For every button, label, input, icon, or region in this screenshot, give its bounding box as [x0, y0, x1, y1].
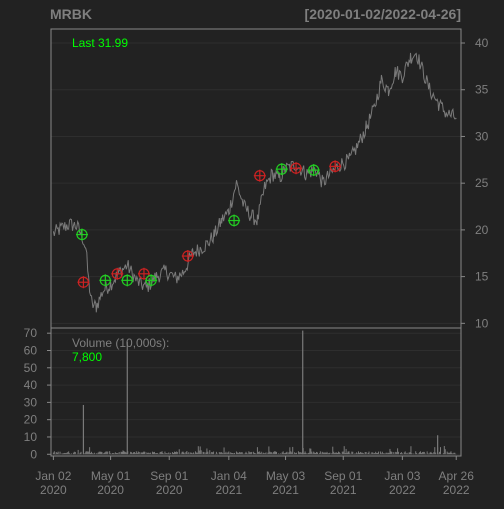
buy-marker — [228, 214, 241, 227]
x-tick-month: May 03 — [266, 469, 306, 483]
buy-marker — [275, 163, 288, 176]
volume-tick-label: 0 — [30, 447, 37, 461]
x-tick-month: Jan 03 — [384, 469, 420, 483]
volume-tick-label: 60 — [24, 343, 38, 357]
price-grid — [51, 42, 461, 324]
price-tick-label: 30 — [475, 129, 489, 143]
buy-marker — [145, 274, 158, 287]
last-value: 31.99 — [98, 36, 128, 50]
symbol-title: MRBK — [50, 6, 92, 22]
sell-marker — [181, 250, 194, 263]
sell-marker — [111, 267, 124, 280]
x-tick-month: May 01 — [91, 469, 131, 483]
x-tick-month: Jan 04 — [211, 469, 247, 483]
last-price-annotation: Last 31.99 — [72, 36, 128, 50]
volume-tick-label: 40 — [24, 378, 38, 392]
volume-tick-label: 30 — [24, 395, 38, 409]
x-tick-month: Apr 26 — [439, 469, 475, 483]
price-y-axis: 10 15 20 25 30 35 40 — [461, 36, 489, 330]
x-tick-year: 2020 — [97, 483, 124, 497]
price-tick-label: 25 — [475, 176, 489, 190]
last-label: Last — [72, 36, 95, 50]
price-tick-label: 40 — [475, 36, 489, 50]
sell-marker — [253, 169, 266, 182]
sell-marker — [329, 160, 342, 173]
trade-markers — [75, 160, 342, 289]
x-tick-year: 2021 — [330, 483, 357, 497]
date-range-title: [2020-01-02/2022-04-26] — [305, 6, 461, 22]
x-tick-year: 2022 — [389, 483, 416, 497]
x-tick-year: 2021 — [215, 483, 242, 497]
volume-annotation: Volume (10,000s): 7,800 — [72, 336, 169, 364]
sell-marker — [137, 267, 150, 280]
x-tick-month: Jan 02 — [35, 469, 71, 483]
price-series — [52, 52, 457, 313]
price-tick-label: 20 — [475, 223, 489, 237]
volume-panel-frame — [50, 327, 462, 457]
buy-marker — [75, 228, 88, 241]
volume-grid — [51, 332, 461, 455]
price-line — [52, 52, 457, 313]
buy-marker — [307, 164, 320, 177]
x-tick-year: 2020 — [156, 483, 183, 497]
sell-marker — [290, 162, 303, 175]
volume-last-value: 7,800 — [72, 350, 102, 364]
volume-tick-label: 10 — [24, 430, 38, 444]
price-tick-label: 15 — [475, 270, 489, 284]
buy-marker — [121, 274, 134, 287]
buy-marker — [99, 274, 112, 287]
x-tick-month: Sep 01 — [150, 469, 188, 483]
volume-label: Volume (10,000s): — [72, 336, 169, 350]
price-tick-label: 35 — [475, 83, 489, 97]
x-tick-month: Sep 01 — [324, 469, 362, 483]
x-tick-year: 2021 — [272, 483, 299, 497]
volume-tick-label: 20 — [24, 413, 38, 427]
volume-y-axis: 0 10 20 30 40 50 60 70 — [24, 326, 51, 461]
volume-bars — [52, 330, 457, 455]
volume-tick-label: 70 — [24, 326, 38, 340]
sell-marker — [77, 276, 90, 289]
price-tick-label: 10 — [475, 316, 489, 330]
x-tick-year: 2020 — [40, 483, 67, 497]
x-tick-year: 2022 — [443, 483, 470, 497]
volume-tick-label: 50 — [24, 361, 38, 375]
